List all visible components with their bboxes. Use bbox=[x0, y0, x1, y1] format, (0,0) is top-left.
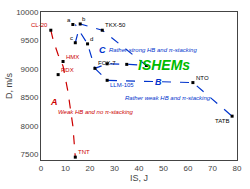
svg-text:10: 10 bbox=[61, 164, 70, 173]
svg-text:ISHEMs: ISHEMs bbox=[138, 57, 190, 73]
svg-text:80: 80 bbox=[233, 164, 242, 173]
svg-text:8500: 8500 bbox=[21, 93, 39, 102]
svg-text:20: 20 bbox=[86, 164, 95, 173]
svg-text:60: 60 bbox=[184, 164, 193, 173]
svg-text:TKX-50: TKX-50 bbox=[105, 22, 126, 28]
svg-text:TATB: TATB bbox=[215, 118, 229, 124]
svg-text:C: C bbox=[99, 45, 106, 55]
svg-text:IS, J: IS, J bbox=[130, 173, 148, 183]
svg-text:Weak HB and no π-stacking: Weak HB and no π-stacking bbox=[58, 109, 134, 115]
svg-text:d: d bbox=[90, 36, 93, 42]
svg-text:B: B bbox=[155, 77, 162, 87]
svg-text:NTO: NTO bbox=[196, 75, 209, 81]
svg-text:TNT: TNT bbox=[78, 149, 90, 155]
svg-text:A: A bbox=[50, 97, 58, 107]
svg-text:b: b bbox=[82, 16, 86, 22]
svg-text:50: 50 bbox=[159, 164, 168, 173]
svg-text:70: 70 bbox=[208, 164, 217, 173]
svg-text:CL-20: CL-20 bbox=[31, 22, 48, 28]
svg-text:7500: 7500 bbox=[21, 150, 39, 159]
svg-text:a: a bbox=[67, 17, 71, 23]
svg-text:RDX: RDX bbox=[61, 67, 74, 73]
svg-text:9500: 9500 bbox=[21, 36, 39, 45]
svg-text:0: 0 bbox=[39, 164, 44, 173]
svg-text:Rather weak HB and π-stacking: Rather weak HB and π-stacking bbox=[125, 95, 211, 101]
svg-text:LLM-105: LLM-105 bbox=[110, 82, 134, 88]
svg-text:40: 40 bbox=[135, 164, 144, 173]
svg-text:HMX: HMX bbox=[66, 54, 79, 60]
svg-text:D, m/s: D, m/s bbox=[4, 73, 14, 99]
svg-text:c: c bbox=[70, 35, 73, 41]
svg-text:10000: 10000 bbox=[16, 8, 39, 17]
svg-text:Rather strong HB and π-stackin: Rather strong HB and π-stacking bbox=[109, 47, 197, 53]
svg-text:30: 30 bbox=[110, 164, 119, 173]
svg-text:9000: 9000 bbox=[21, 65, 39, 74]
svg-text:8000: 8000 bbox=[21, 122, 39, 131]
svg-text:FOX-7: FOX-7 bbox=[98, 60, 116, 66]
